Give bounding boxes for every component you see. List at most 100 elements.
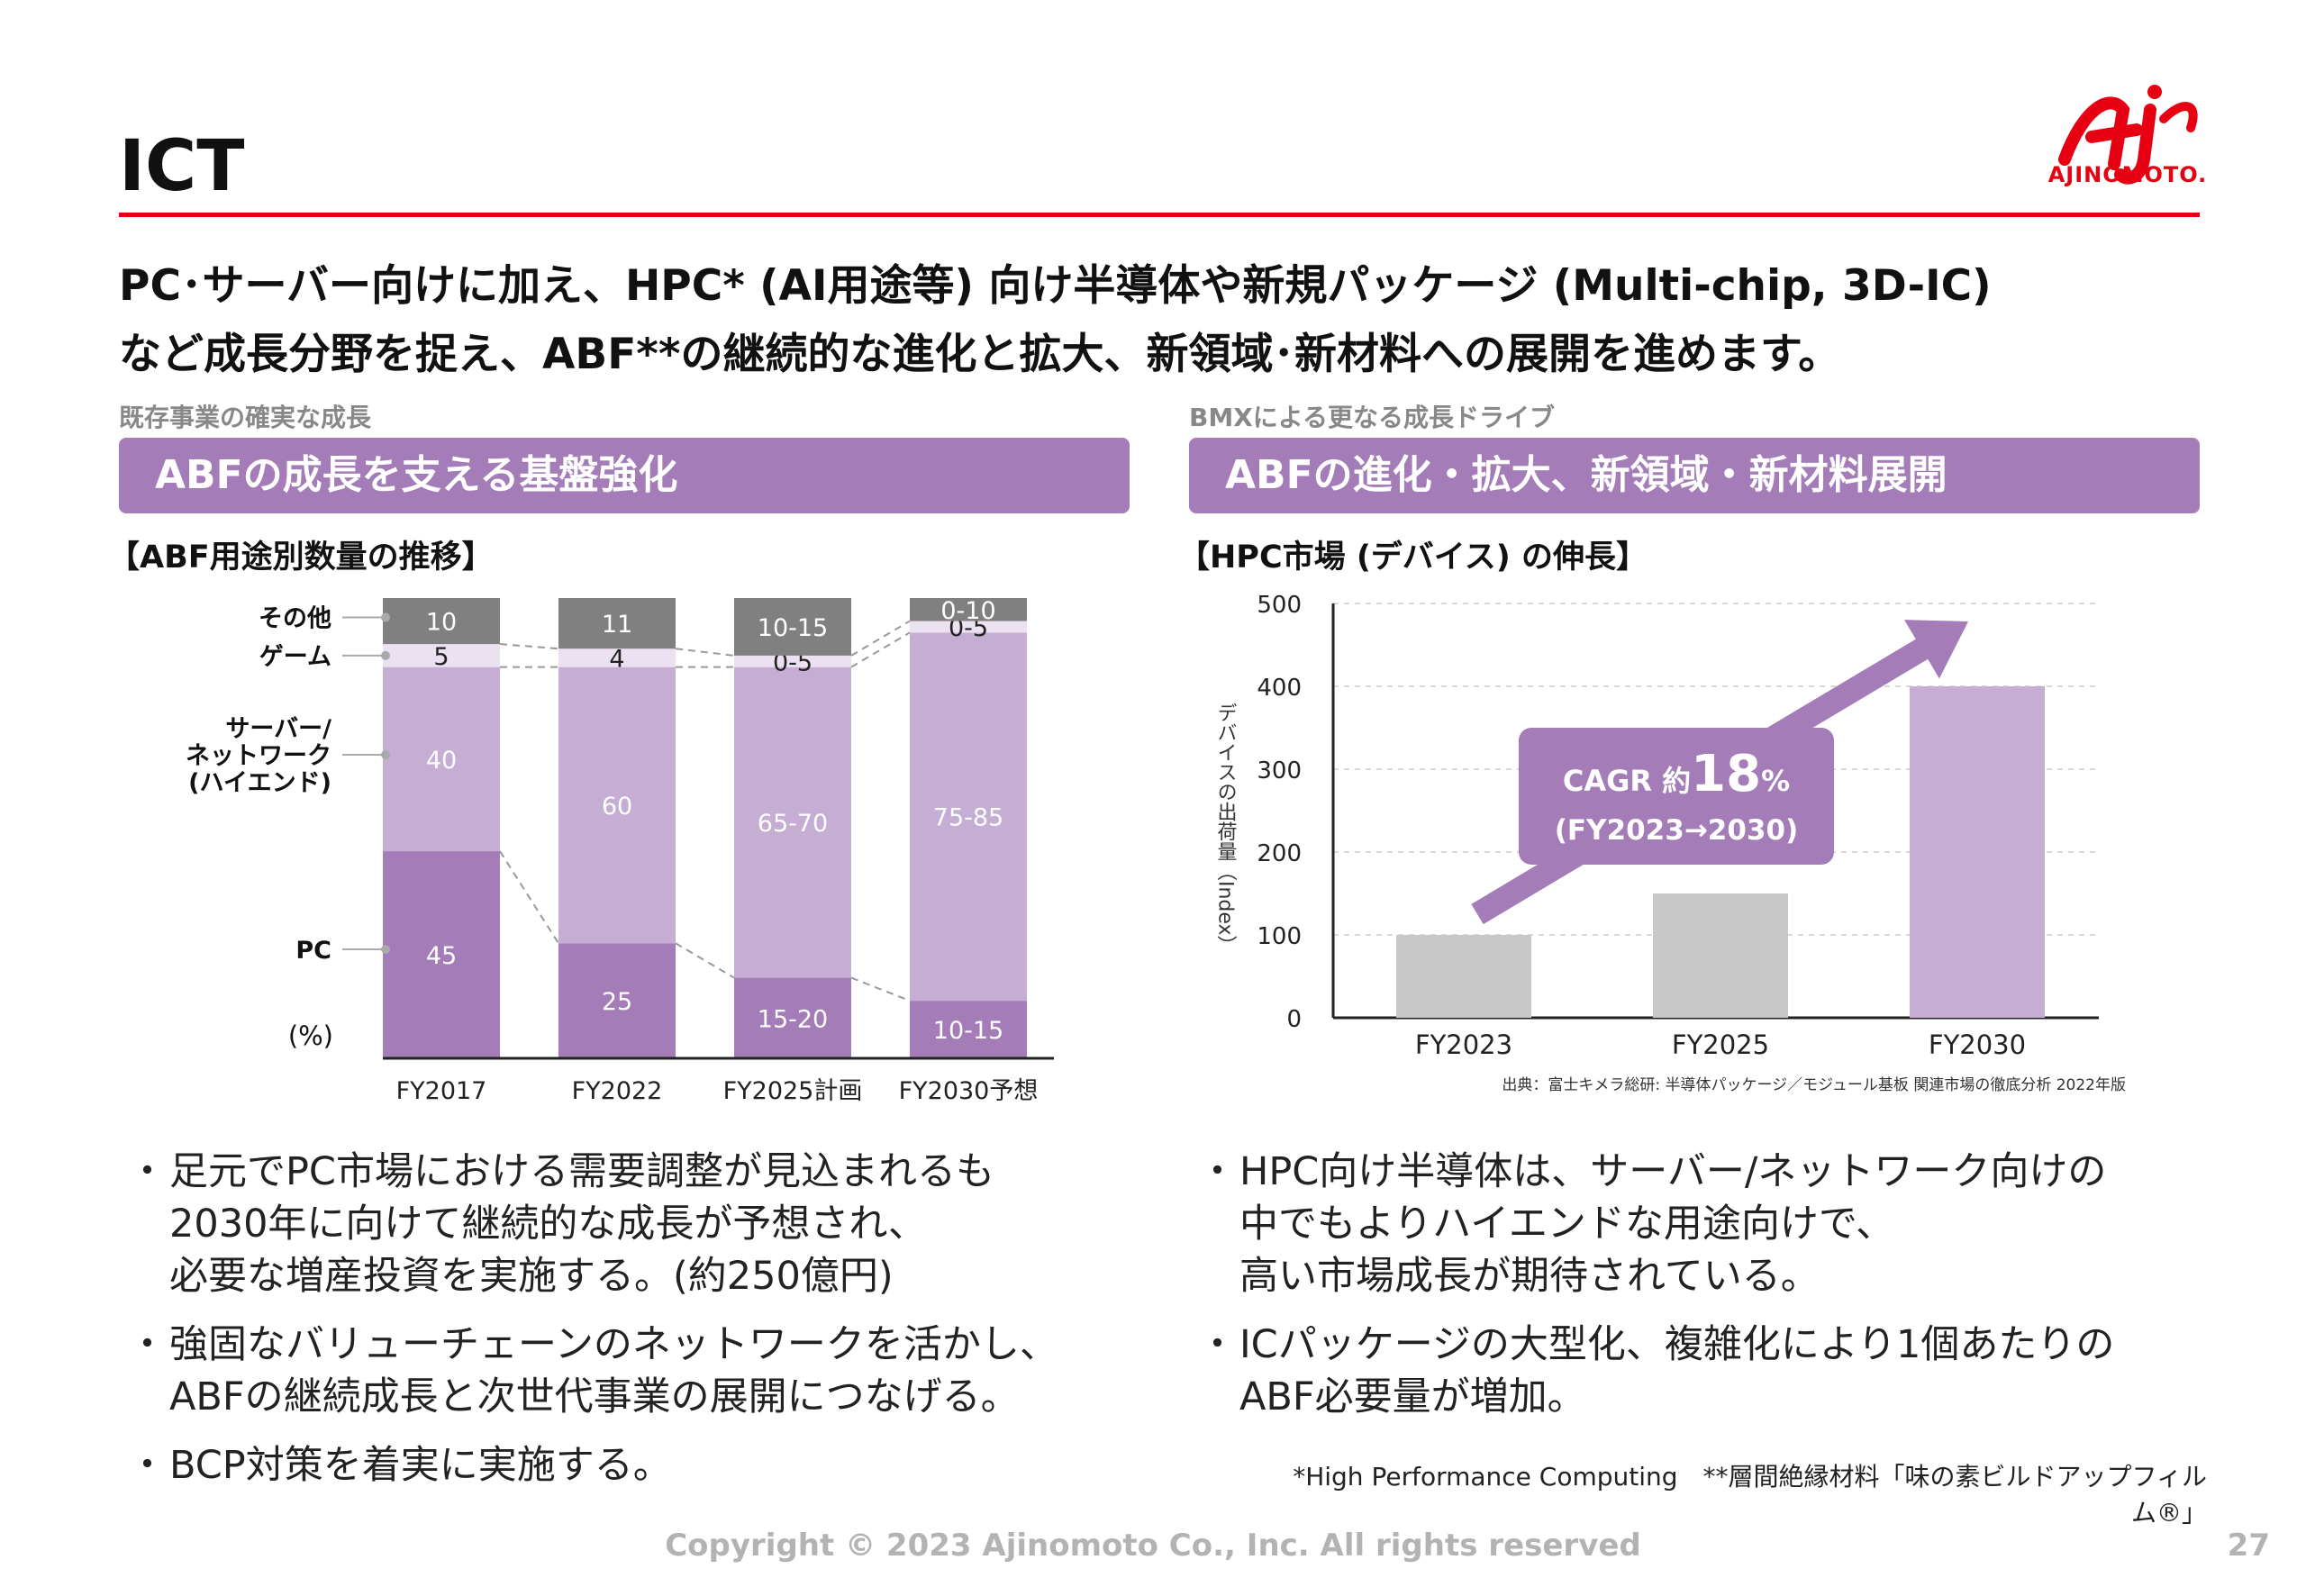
copyright: Copyright © 2023 Ajinomoto Co., Inc. All… [665, 1528, 1641, 1564]
legend-leader-dot [381, 612, 390, 622]
footnote: *High Performance Computing **層間絶縁材料「味の素… [1293, 1462, 2207, 1528]
headline: PC･サーバー向けに加え、HPC* (AI用途等) 向け半導体や新規パッケージ … [119, 252, 2218, 389]
left-bullet-1: ・ 足元でPC市場における需要調整が見込まれるも 2030年に向けて継続的な成長… [128, 1146, 1137, 1302]
y-tick-label: 400 [1257, 675, 1302, 702]
bar-segment [734, 598, 851, 656]
right-chart-title: 【HPC市場 (デバイス) の伸長】 [1178, 540, 1648, 576]
left-bullet-2: ・ 強固なバリューチェーンのネットワークを活かし、 ABFの継続成長と次世代事業… [128, 1319, 1137, 1423]
bar-segment [910, 1001, 1027, 1058]
legend-leader-dot [381, 750, 390, 759]
left-chart-title: 【ABF用途別数量の推移】 [108, 540, 494, 576]
data-label: 5 [433, 643, 449, 671]
y-tick-label: 500 [1257, 592, 1302, 619]
abf-stacked-bar-chart: 4540510FY20172560411FY202215-2065-700-51… [186, 597, 1054, 1105]
bar-segment [383, 667, 500, 852]
bullet-dot: ・ [1198, 1149, 1237, 1194]
legend-label: (ハイエンド) [188, 769, 331, 797]
bar-segment [734, 655, 851, 667]
y-tick-label: 300 [1257, 757, 1302, 784]
bar [1396, 935, 1531, 1018]
data-label: 45 [426, 942, 457, 970]
data-label: 4 [609, 645, 624, 673]
bar-segment [910, 621, 1027, 633]
headline-line-2: など成長分野を捉え、ABF**の継続的な進化と拡大、新領域･新材料への展開を進め… [119, 330, 1841, 379]
bar-segment [910, 632, 1027, 1002]
right-bullets: ・ HPC向け半導体は、サーバー/ネットワーク向けの 中でもよりハイエンドな用途… [1198, 1146, 2207, 1439]
x-tick-label: FY2025 [1672, 1029, 1769, 1060]
cagr-annotation-line-2: (FY2023→2030) [1555, 814, 1799, 847]
right-banner: ABFの進化・拡大、新領域・新材料展開 [1189, 438, 2200, 513]
legend-leader-dot [381, 650, 390, 660]
page-number: 27 [2227, 1528, 2270, 1564]
bar-segment [383, 644, 500, 667]
y-tick-label: 100 [1257, 923, 1302, 950]
data-label: 11 [602, 611, 632, 639]
x-tick-label: FY2023 [1415, 1029, 1512, 1060]
legend-leader-dot [381, 945, 390, 954]
data-label: 10-15 [758, 614, 828, 642]
legend-label: ネットワーク [186, 742, 331, 770]
bullet-line: 高い市場成長が期待されている。 [1239, 1254, 1820, 1299]
headline-line-1: PC･サーバー向けに加え、HPC* (AI用途等) 向け半導体や新規パッケージ … [119, 261, 1992, 311]
connector-line [675, 648, 735, 657]
bullet-line: 中でもよりハイエンドな用途向けで、 [1239, 1202, 1895, 1247]
bullet-line: 必要な増産投資を実施する。(約250億円) [169, 1254, 894, 1299]
x-tick-label: FY2017 [396, 1077, 487, 1105]
bar-segment [734, 977, 851, 1058]
cagr-suffix: % [1761, 764, 1790, 798]
connector-line [499, 643, 559, 650]
bar-segment [558, 943, 676, 1058]
bullet-line: BCP対策を着実に実施する。 [169, 1443, 672, 1488]
legend-label: ゲーム [259, 643, 331, 671]
title-underline [119, 213, 2200, 217]
y-tick-label: 200 [1257, 840, 1302, 867]
right-bullet-2: ・ ICパッケージの大型化、複雑化により1個あたりの ABF必要量が増加。 [1198, 1319, 2207, 1423]
ajinomoto-logo-icon [2058, 85, 2198, 185]
bullet-dot: ・ [128, 1322, 167, 1367]
bar [1653, 893, 1788, 1018]
connector-line [850, 620, 911, 657]
data-label: 10 [426, 609, 457, 637]
cagr-prefix: CAGR 約 [1563, 764, 1691, 798]
logo-wordmark: AJINOMOTO. [2047, 162, 2208, 187]
legend-label: その他 [259, 605, 331, 633]
right-bullet-1: ・ HPC向け半導体は、サーバー/ネットワーク向けの 中でもよりハイエンドな用途… [1198, 1146, 2207, 1302]
bar-segment [383, 598, 500, 645]
data-label: 25 [602, 988, 632, 1016]
data-label: 65-70 [758, 810, 828, 838]
bar-segment [558, 648, 676, 667]
unit-label: (%) [288, 1020, 333, 1051]
hpc-bar-chart: 0 100 200 300 400 500 FY2023 FY2025 FY2030 デバイスの出… [1214, 592, 2099, 1060]
bar-segment [383, 851, 500, 1058]
bar-segment [558, 598, 676, 649]
connector-line [499, 850, 559, 944]
chart-source-note: 出典：富士キメラ総研: 半導体パッケージ／モジュール基板 関連市場の徹底分析 2… [1502, 1076, 2126, 1094]
cagr-annotation-box [1519, 728, 1834, 865]
bar [1910, 686, 2045, 1018]
bar-segment [558, 667, 676, 944]
y-tick-label: 0 [1286, 1006, 1302, 1033]
left-bullets: ・ 足元でPC市場における需要調整が見込まれるも 2030年に向けて継続的な成長… [128, 1146, 1137, 1508]
bullet-dot: ・ [1198, 1322, 1237, 1367]
left-banner: ABFの成長を支える基盤強化 [119, 438, 1130, 513]
x-tick-label: FY2025計画 [723, 1077, 863, 1105]
x-tick-label: FY2030 [1929, 1029, 2026, 1060]
data-label: 10-15 [933, 1017, 1003, 1045]
bullet-line: 足元でPC市場における需要調整が見込まれるも [169, 1149, 994, 1194]
left-sublabel: 既存事業の確実な成長 [119, 403, 372, 432]
bullet-line: HPC向け半導体は、サーバー/ネットワーク向けの [1239, 1149, 2107, 1194]
legend-label: PC [295, 937, 331, 965]
cagr-value: 18 [1691, 745, 1761, 803]
data-label: 15-20 [758, 1005, 828, 1033]
bullet-line: ABFの継続成長と次世代事業の展開につなげる。 [169, 1374, 1020, 1419]
data-label: 40 [426, 747, 457, 775]
page-title: ICT [119, 126, 245, 207]
cagr-annotation-line-1: CAGR 約18% [1563, 745, 1790, 803]
bullet-line: 強固なバリューチェーンのネットワークを活かし、 [169, 1322, 1058, 1367]
bullet-dot: ・ [128, 1443, 167, 1488]
connector-line [675, 942, 735, 979]
bullet-line: ABF必要量が増加。 [1239, 1374, 1586, 1419]
left-bullet-3: ・ BCP対策を着実に実施する。 [128, 1439, 1137, 1492]
y-axis-label: デバイスの出荷量（Index） [1214, 703, 1238, 956]
x-tick-label: FY2030予想 [899, 1077, 1039, 1105]
